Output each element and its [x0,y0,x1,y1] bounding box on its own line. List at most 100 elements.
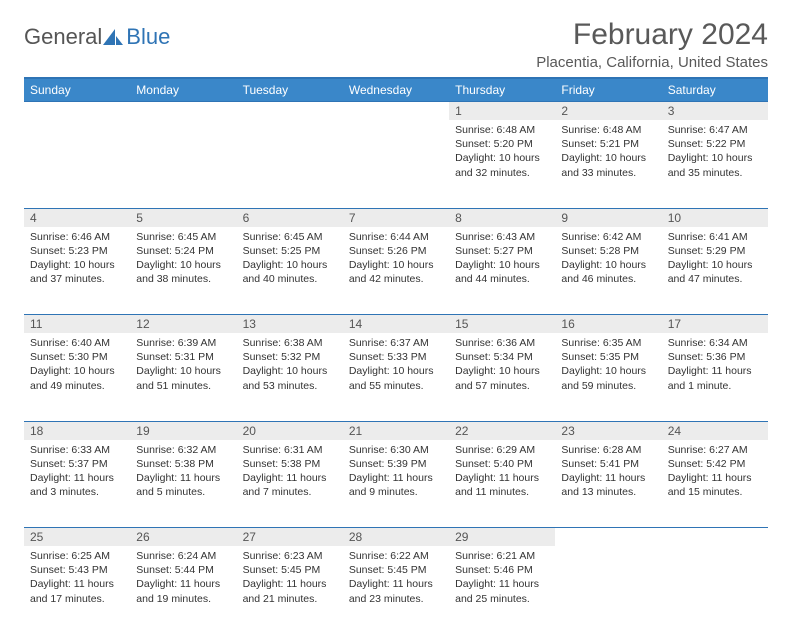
sunset-text: Sunset: 5:41 PM [561,457,655,471]
empty-cell [130,120,236,208]
header: General Blue February 2024 Placentia, Ca… [24,18,768,71]
empty-cell [237,120,343,208]
sunrise-text: Sunrise: 6:22 AM [349,549,443,563]
day-cell-body: Sunrise: 6:48 AMSunset: 5:20 PMDaylight:… [449,120,555,184]
day-number: 9 [555,208,661,227]
weekday-header: Sunday [24,78,130,102]
sunset-text: Sunset: 5:30 PM [30,350,124,364]
daylight-text: Daylight: 11 hours and 21 minutes. [243,577,337,605]
day-number: 2 [555,102,661,121]
day-cell-body: Sunrise: 6:35 AMSunset: 5:35 PMDaylight:… [555,333,661,397]
sunrise-text: Sunrise: 6:45 AM [243,230,337,244]
sunset-text: Sunset: 5:23 PM [30,244,124,258]
location: Placentia, California, United States [536,54,768,71]
sunset-text: Sunset: 5:26 PM [349,244,443,258]
day-number: 10 [662,208,768,227]
day-cell: Sunrise: 6:35 AMSunset: 5:35 PMDaylight:… [555,333,661,421]
day-cell-body: Sunrise: 6:22 AMSunset: 5:45 PMDaylight:… [343,546,449,610]
weekday-header: Tuesday [237,78,343,102]
day-cell: Sunrise: 6:24 AMSunset: 5:44 PMDaylight:… [130,546,236,634]
daylight-text: Daylight: 10 hours and 42 minutes. [349,258,443,286]
weekday-header: Monday [130,78,236,102]
daylight-text: Daylight: 10 hours and 40 minutes. [243,258,337,286]
brand-part2: Blue [126,24,170,50]
daylight-text: Daylight: 10 hours and 47 minutes. [668,258,762,286]
sunrise-text: Sunrise: 6:34 AM [668,336,762,350]
day-number: 22 [449,421,555,440]
day-number: 19 [130,421,236,440]
daylight-text: Daylight: 10 hours and 51 minutes. [136,364,230,392]
sunset-text: Sunset: 5:36 PM [668,350,762,364]
day-number: 28 [343,528,449,547]
sunset-text: Sunset: 5:45 PM [349,563,443,577]
daynum-row: 11121314151617 [24,315,768,334]
sunset-text: Sunset: 5:27 PM [455,244,549,258]
page: General Blue February 2024 Placentia, Ca… [0,0,792,634]
day-number: 25 [24,528,130,547]
sunrise-text: Sunrise: 6:29 AM [455,443,549,457]
day-cell-body: Sunrise: 6:34 AMSunset: 5:36 PMDaylight:… [662,333,768,397]
sunset-text: Sunset: 5:43 PM [30,563,124,577]
sunrise-text: Sunrise: 6:36 AM [455,336,549,350]
sunrise-text: Sunrise: 6:48 AM [455,123,549,137]
day-cell: Sunrise: 6:25 AMSunset: 5:43 PMDaylight:… [24,546,130,634]
weekday-header: Friday [555,78,661,102]
day-number: 26 [130,528,236,547]
day-number: 18 [24,421,130,440]
sunrise-text: Sunrise: 6:24 AM [136,549,230,563]
title-block: February 2024 Placentia, California, Uni… [536,18,768,71]
day-cell-body: Sunrise: 6:27 AMSunset: 5:42 PMDaylight:… [662,440,768,504]
brand-part1: General [24,24,102,50]
day-cell: Sunrise: 6:32 AMSunset: 5:38 PMDaylight:… [130,440,236,528]
daylight-text: Daylight: 11 hours and 13 minutes. [561,471,655,499]
day-cell-body: Sunrise: 6:42 AMSunset: 5:28 PMDaylight:… [555,227,661,291]
day-number: 11 [24,315,130,334]
day-cell-body: Sunrise: 6:47 AMSunset: 5:22 PMDaylight:… [662,120,768,184]
content-row: Sunrise: 6:46 AMSunset: 5:23 PMDaylight:… [24,227,768,315]
daylight-text: Daylight: 11 hours and 25 minutes. [455,577,549,605]
empty-cell [343,120,449,208]
day-cell: Sunrise: 6:39 AMSunset: 5:31 PMDaylight:… [130,333,236,421]
day-cell-body: Sunrise: 6:32 AMSunset: 5:38 PMDaylight:… [130,440,236,504]
daylight-text: Daylight: 10 hours and 46 minutes. [561,258,655,286]
day-cell-body: Sunrise: 6:21 AMSunset: 5:46 PMDaylight:… [449,546,555,610]
day-number: 23 [555,421,661,440]
day-cell-body: Sunrise: 6:44 AMSunset: 5:26 PMDaylight:… [343,227,449,291]
content-row: Sunrise: 6:25 AMSunset: 5:43 PMDaylight:… [24,546,768,634]
sunset-text: Sunset: 5:39 PM [349,457,443,471]
daylight-text: Daylight: 10 hours and 33 minutes. [561,151,655,179]
sunset-text: Sunset: 5:44 PM [136,563,230,577]
sunrise-text: Sunrise: 6:38 AM [243,336,337,350]
day-cell: Sunrise: 6:37 AMSunset: 5:33 PMDaylight:… [343,333,449,421]
day-cell: Sunrise: 6:48 AMSunset: 5:21 PMDaylight:… [555,120,661,208]
day-cell: Sunrise: 6:43 AMSunset: 5:27 PMDaylight:… [449,227,555,315]
empty-cell [662,546,768,634]
day-number: 6 [237,208,343,227]
sunset-text: Sunset: 5:31 PM [136,350,230,364]
sunset-text: Sunset: 5:37 PM [30,457,124,471]
day-cell-body: Sunrise: 6:28 AMSunset: 5:41 PMDaylight:… [555,440,661,504]
sunrise-text: Sunrise: 6:48 AM [561,123,655,137]
sunset-text: Sunset: 5:46 PM [455,563,549,577]
sunset-text: Sunset: 5:25 PM [243,244,337,258]
day-number: 29 [449,528,555,547]
sunrise-text: Sunrise: 6:21 AM [455,549,549,563]
day-cell: Sunrise: 6:21 AMSunset: 5:46 PMDaylight:… [449,546,555,634]
brand-logo: General Blue [24,18,170,50]
day-cell-body: Sunrise: 6:40 AMSunset: 5:30 PMDaylight:… [24,333,130,397]
sunset-text: Sunset: 5:35 PM [561,350,655,364]
sunrise-text: Sunrise: 6:27 AM [668,443,762,457]
daylight-text: Daylight: 11 hours and 5 minutes. [136,471,230,499]
sunrise-text: Sunrise: 6:23 AM [243,549,337,563]
day-cell-body: Sunrise: 6:36 AMSunset: 5:34 PMDaylight:… [449,333,555,397]
sunset-text: Sunset: 5:34 PM [455,350,549,364]
sunset-text: Sunset: 5:40 PM [455,457,549,471]
empty-cell [555,528,661,547]
daylight-text: Daylight: 10 hours and 35 minutes. [668,151,762,179]
day-cell-body: Sunrise: 6:25 AMSunset: 5:43 PMDaylight:… [24,546,130,610]
sunrise-text: Sunrise: 6:37 AM [349,336,443,350]
daylight-text: Daylight: 11 hours and 15 minutes. [668,471,762,499]
sunset-text: Sunset: 5:45 PM [243,563,337,577]
day-cell-body: Sunrise: 6:39 AMSunset: 5:31 PMDaylight:… [130,333,236,397]
weekday-header: Thursday [449,78,555,102]
